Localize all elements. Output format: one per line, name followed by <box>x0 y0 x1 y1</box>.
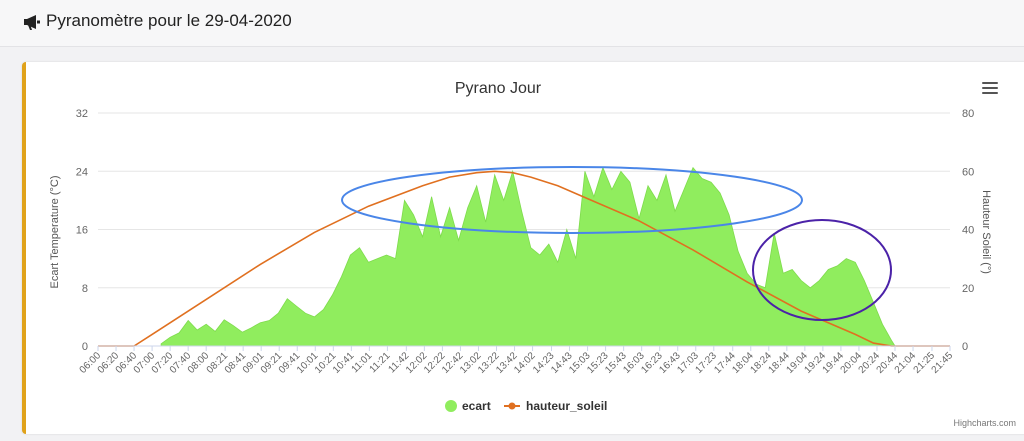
y-right-tick-label: 40 <box>962 225 974 237</box>
annotation-ellipse-blue <box>341 166 803 234</box>
y-left-tick-label: 32 <box>76 108 88 120</box>
hamburger-menu-icon[interactable] <box>982 82 998 96</box>
credits-link[interactable]: Highcharts.com <box>953 418 1016 428</box>
legend-marker-hauteur-soleil <box>508 402 516 410</box>
chart-title: Pyrano Jour <box>455 80 542 97</box>
annotation-ellipse-purple <box>752 219 892 321</box>
legend-item-ecart[interactable]: ecart <box>445 399 491 413</box>
x-tick-label: 21:45 <box>930 350 956 376</box>
page-title: Pyranomètre pour le 29-04-2020 <box>46 11 292 30</box>
series-ecart-area[interactable] <box>160 166 896 347</box>
megaphone-icon <box>24 15 40 30</box>
y-left-tick-label: 16 <box>76 225 88 237</box>
y-right-tick-label: 20 <box>962 283 974 295</box>
y-axis-left-label: Ecart Temperature (°C) <box>49 175 61 288</box>
legend-label-ecart: ecart <box>462 399 491 413</box>
y-left-tick-label: 24 <box>76 166 88 178</box>
y-left-tick-label: 8 <box>82 283 88 295</box>
chart-svg: 0816243202040608006:0006:2006:4007:0007:… <box>49 80 1016 428</box>
series-layer <box>98 166 950 347</box>
y-right-tick-label: 60 <box>962 166 974 178</box>
annotation-layer <box>341 166 892 321</box>
y-left-tick-label: 0 <box>82 341 88 353</box>
page-header: Pyranomètre pour le 29-04-2020 <box>0 0 1024 47</box>
y-right-tick-label: 80 <box>962 108 974 120</box>
legend-label-hauteur-soleil: hauteur_soleil <box>526 399 607 413</box>
series-hauteur-soleil-line[interactable] <box>98 170 950 347</box>
x-tick-label: 11:21 <box>368 350 393 375</box>
y-right-tick-label: 0 <box>962 341 968 353</box>
chart-card: 0 8 16 24 32 0 20 40 60 80 06:00 06:20 06:40 07:00 07:… <box>22 62 1024 434</box>
legend: ecart hauteur_soleil <box>445 399 607 413</box>
y-axis-right-label: Hauteur Soleil (°) <box>980 190 992 274</box>
legend-marker-ecart <box>445 400 457 412</box>
legend-item-hauteur-soleil[interactable]: hauteur_soleil <box>504 399 607 413</box>
